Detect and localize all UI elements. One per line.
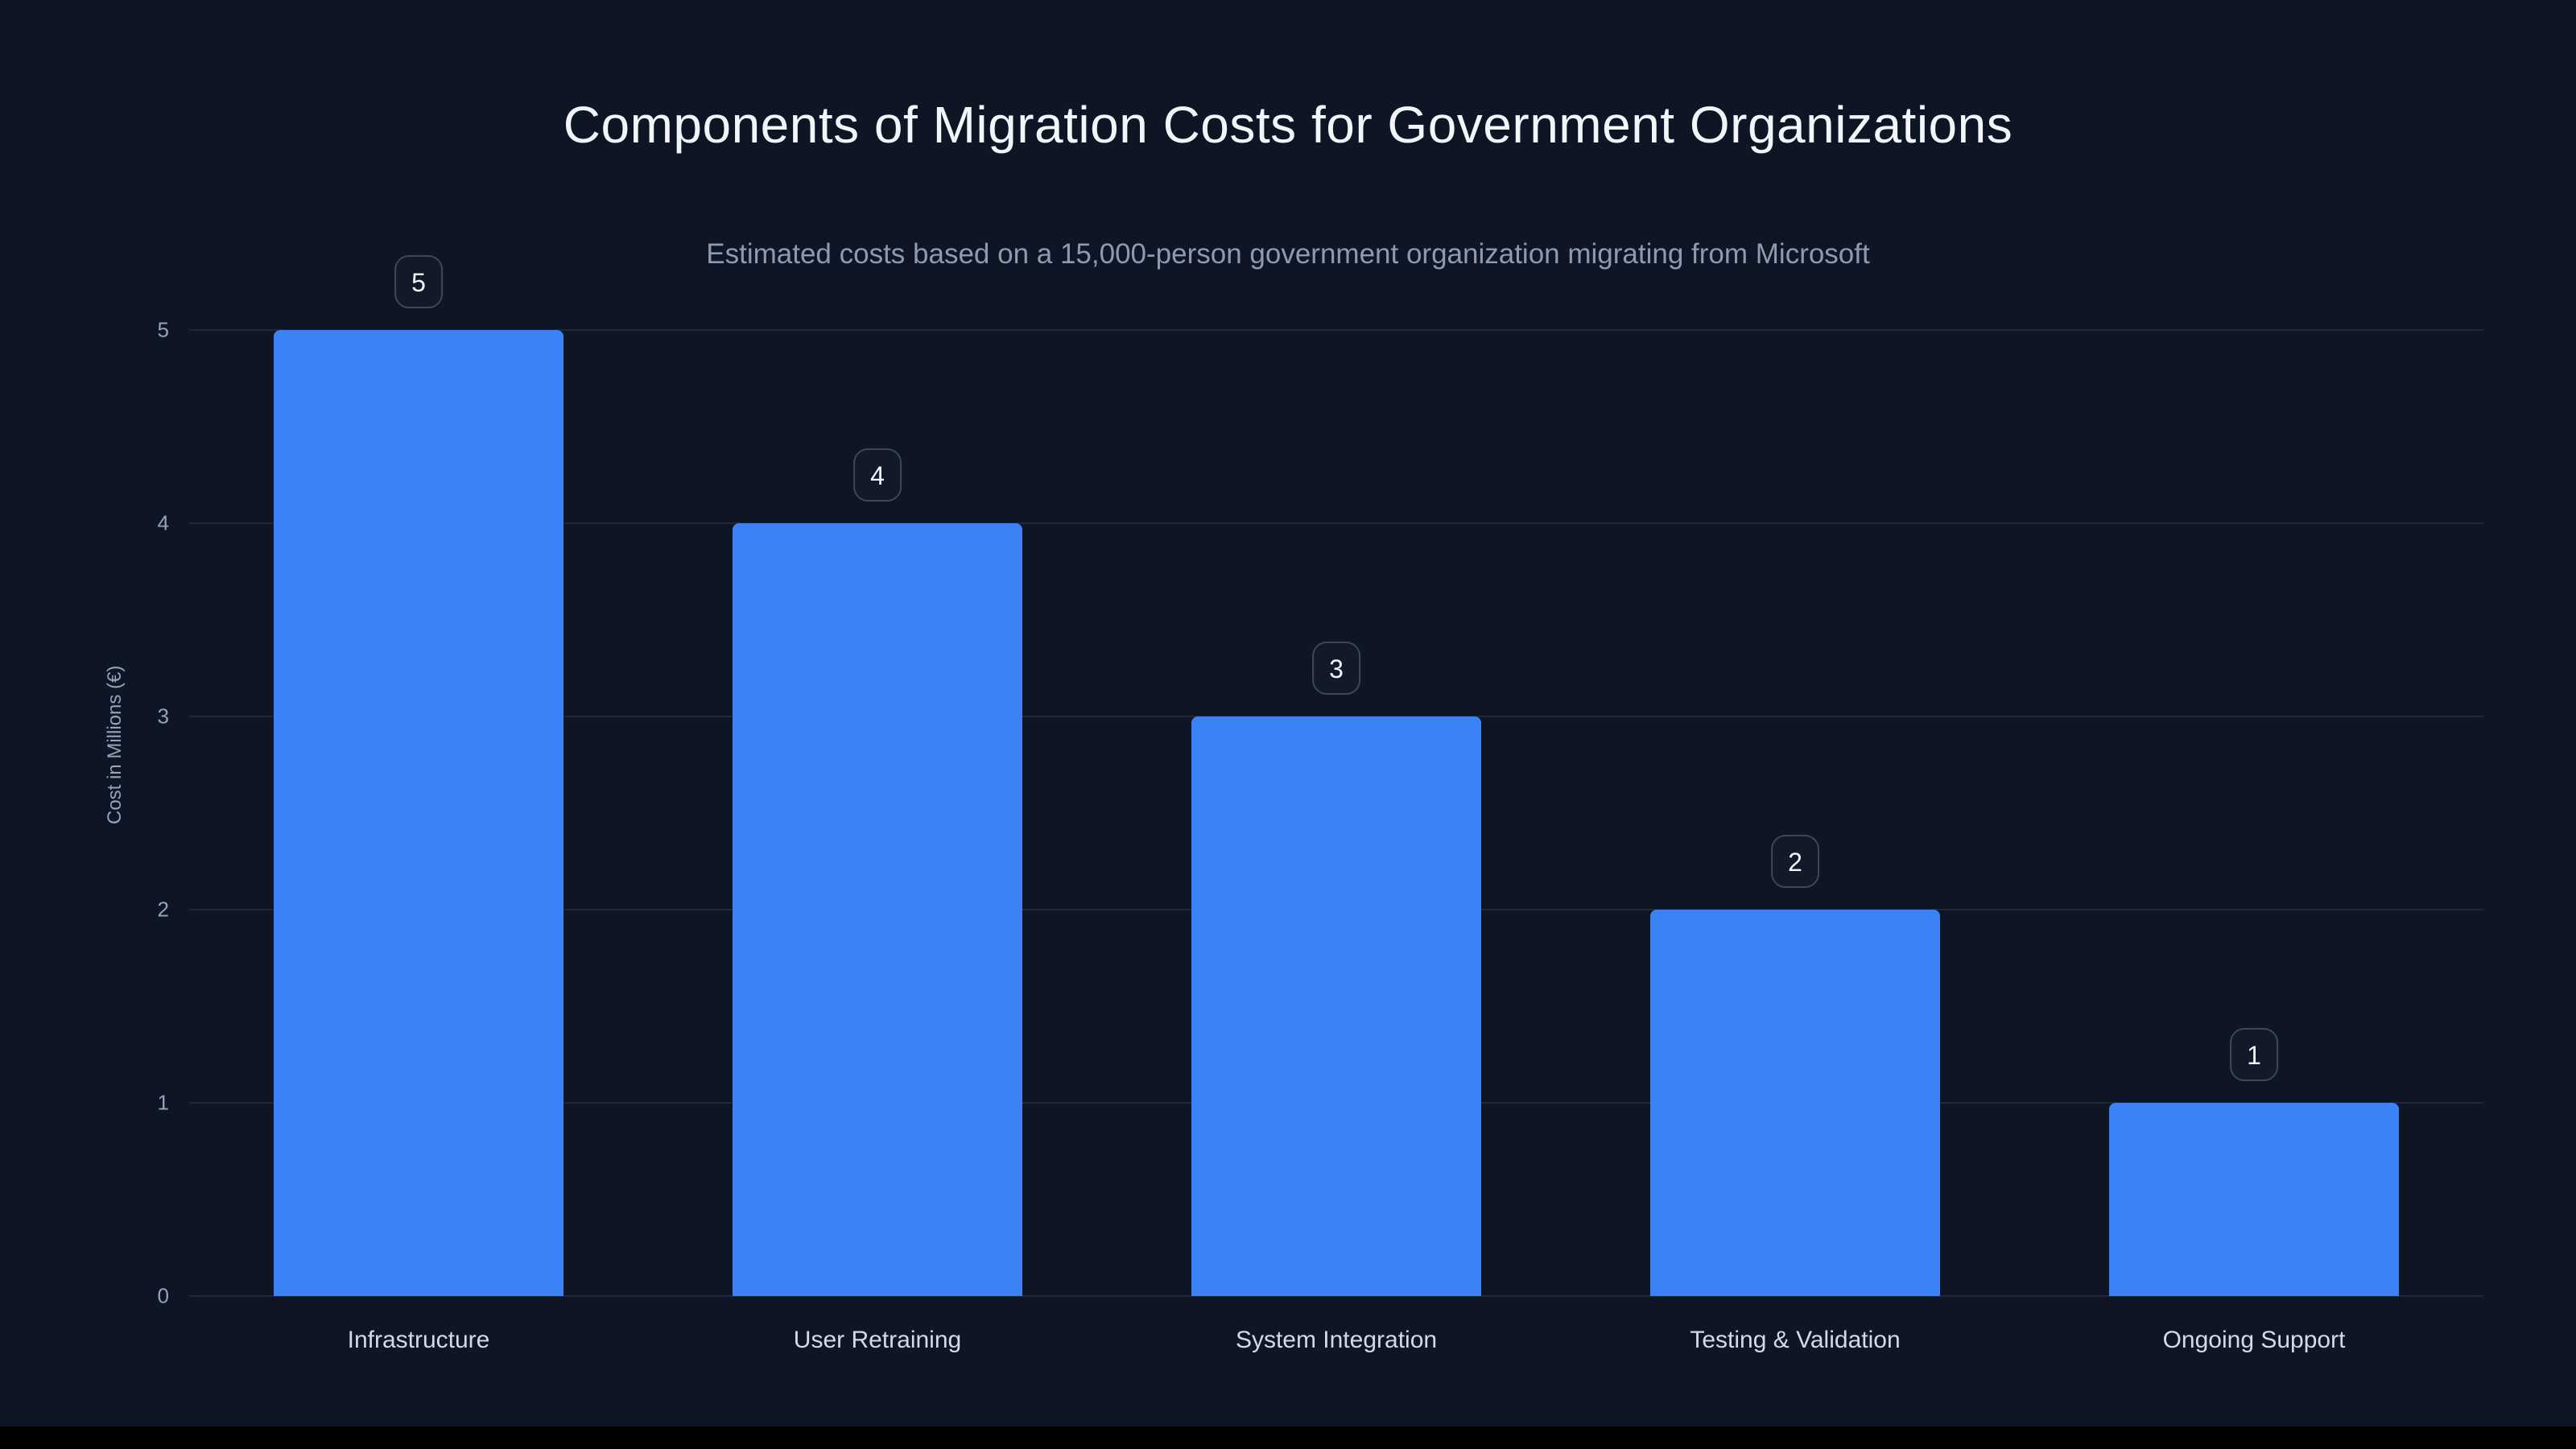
y-tick-label: 0 xyxy=(157,1283,169,1308)
chart-subtitle: Estimated costs based on a 15,000-person… xyxy=(706,238,1870,270)
value-badge: 2 xyxy=(1771,835,1819,888)
y-tick-label: 3 xyxy=(157,704,169,729)
y-tick-label: 1 xyxy=(157,1090,169,1115)
bar-user-retraining[interactable] xyxy=(733,523,1022,1296)
value-badge: 5 xyxy=(394,255,443,308)
bar-system-integration[interactable] xyxy=(1191,716,1481,1296)
y-tick-label: 4 xyxy=(157,510,169,535)
bar-testing-validation[interactable] xyxy=(1650,910,1940,1296)
y-tick-label: 2 xyxy=(157,897,169,922)
value-badge: 4 xyxy=(853,448,902,502)
y-tick-label: 5 xyxy=(157,317,169,342)
gridline xyxy=(189,522,2483,524)
x-category-label: Ongoing Support xyxy=(2162,1327,2346,1353)
x-category-label: Infrastructure xyxy=(347,1327,490,1353)
gridline xyxy=(189,329,2483,331)
chart-title: Components of Migration Costs for Govern… xyxy=(563,96,2013,154)
x-category-label: Testing & Validation xyxy=(1690,1327,1901,1353)
bar-ongoing-support[interactable] xyxy=(2109,1103,2399,1296)
x-category-label: System Integration xyxy=(1235,1327,1438,1353)
gridline xyxy=(189,1295,2483,1297)
x-category-label: User Retraining xyxy=(793,1327,962,1353)
bottom-bar xyxy=(0,1426,2576,1449)
value-badge: 1 xyxy=(2230,1028,2278,1081)
value-badge: 3 xyxy=(1312,642,1360,695)
bar-infrastructure[interactable] xyxy=(274,330,564,1296)
y-axis-label: Cost in Millions (€) xyxy=(104,665,126,824)
